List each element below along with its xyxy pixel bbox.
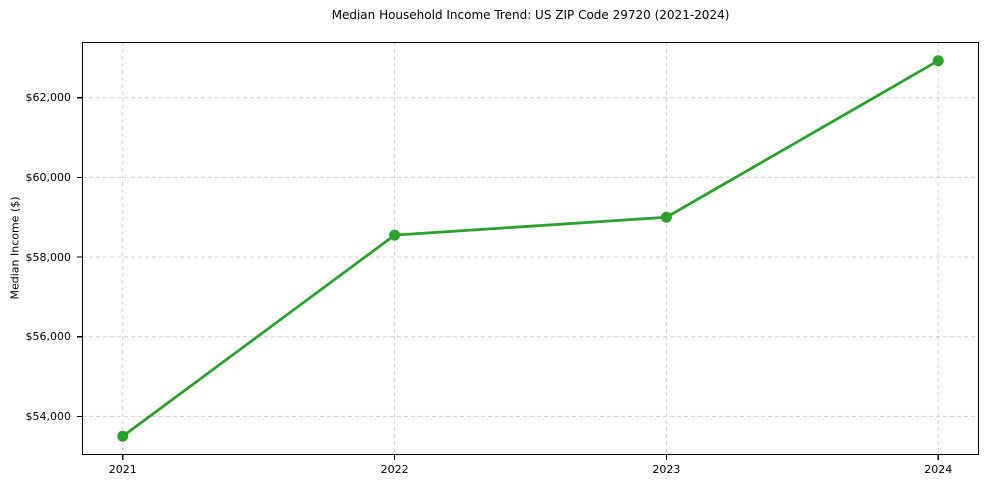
data-point-2021: [117, 430, 129, 442]
y-tick-label: $56,000: [25, 330, 72, 344]
y-tick-label: $54,000: [25, 409, 72, 423]
data-point-2023: [660, 211, 672, 223]
y-axis-label: Median Income ($): [8, 196, 22, 300]
x-tick-label: 2024: [924, 463, 953, 476]
x-tick-label: 2022: [380, 463, 409, 476]
chart-title: Median Household Income Trend: US ZIP Co…: [331, 8, 730, 22]
data-point-2024: [932, 55, 944, 67]
income-trend-line: [121, 59, 940, 438]
y-tick-label: $60,000: [25, 170, 72, 184]
x-tick-label: 2023: [652, 463, 681, 476]
y-tick-label: $62,000: [25, 91, 72, 105]
y-tick-label: $58,000: [25, 250, 72, 264]
plot-area: [77, 41, 980, 460]
axes-spines: [81, 41, 980, 456]
data-point-2022: [389, 229, 401, 241]
x-tick-label: 2021: [108, 463, 137, 476]
